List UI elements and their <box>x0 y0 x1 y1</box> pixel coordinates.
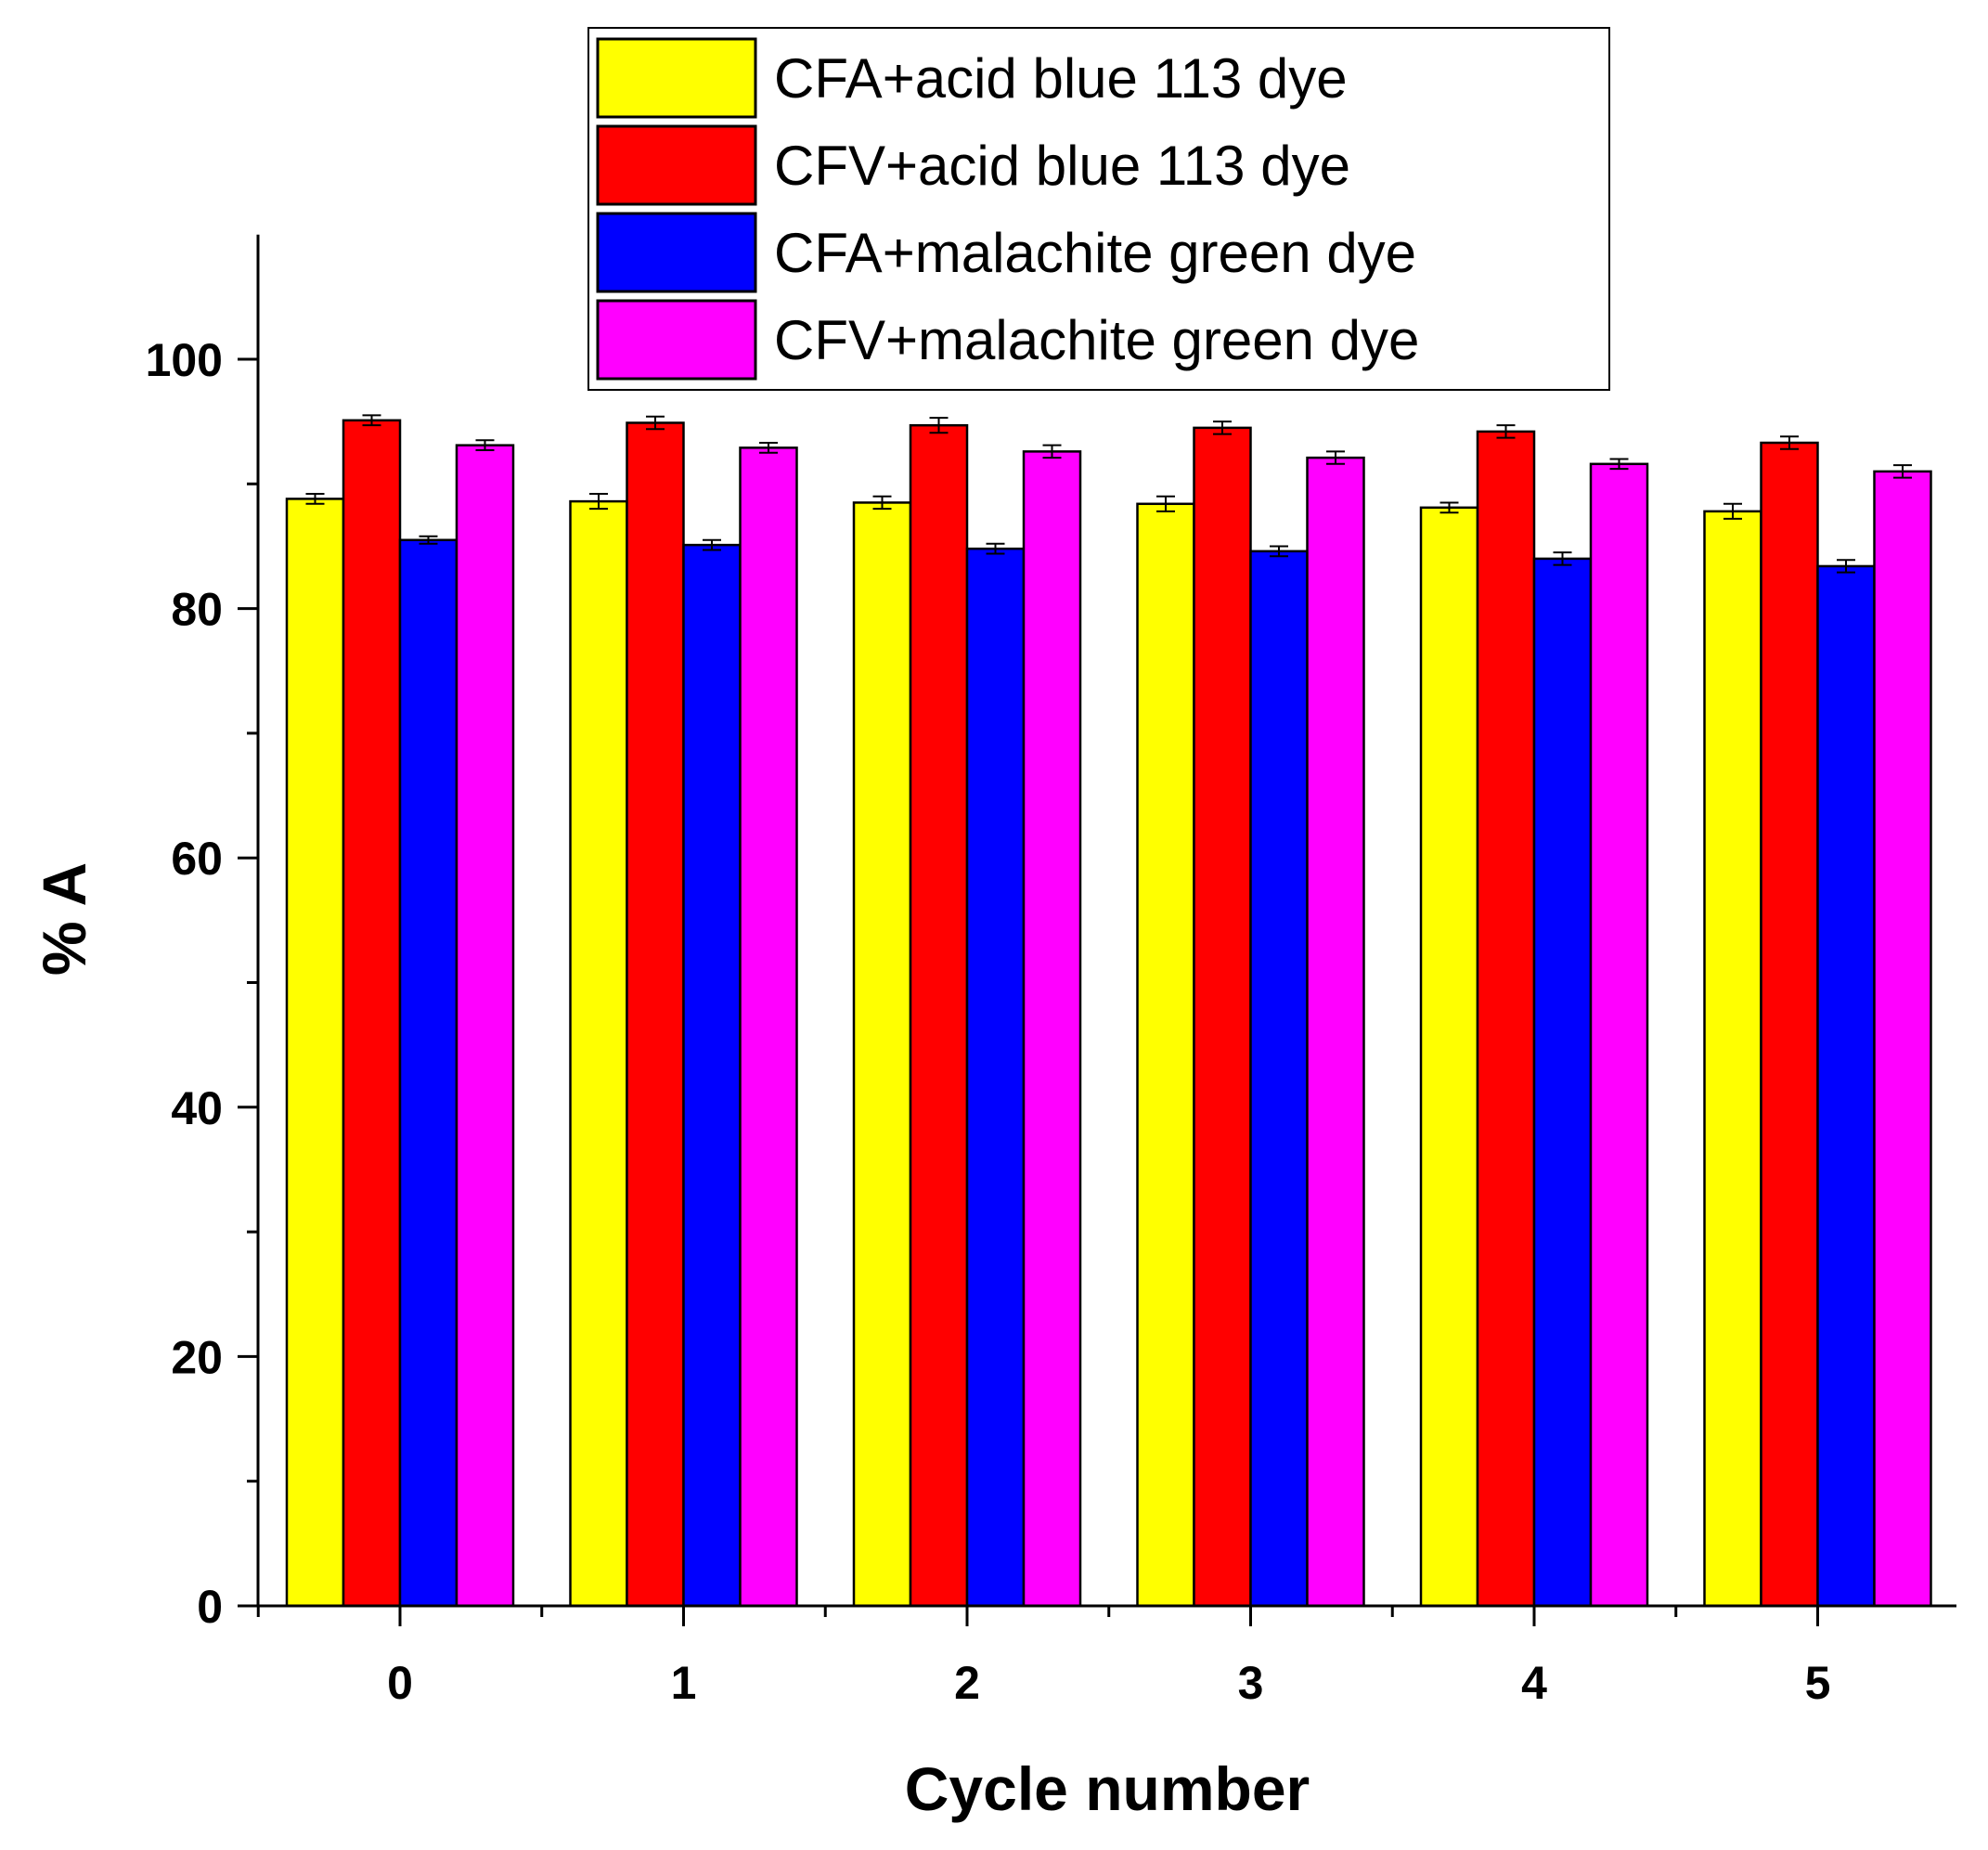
bar-s2-c3 <box>1249 550 1309 1608</box>
bar-s2-c1 <box>682 543 742 1608</box>
error-bar-s3-c3 <box>1326 450 1345 465</box>
error-bar-s2-c2 <box>986 542 1005 555</box>
x-axis-title: Cycle number <box>905 1754 1310 1823</box>
error-bar-s0-c3 <box>1156 495 1175 512</box>
x-tick-label-5: 5 <box>1805 1657 1831 1709</box>
bars-layer <box>285 414 1932 1608</box>
legend-swatch-0 <box>596 37 757 119</box>
legend-swatch-1 <box>596 124 757 206</box>
legend-box <box>587 27 1610 391</box>
bar-s2-c4 <box>1532 557 1593 1608</box>
error-bar-s1-c3 <box>1213 420 1232 435</box>
bar-s2-c0 <box>398 538 458 1608</box>
bar-s1-c2 <box>909 423 969 1608</box>
x-tick-label-4: 4 <box>1521 1657 1547 1709</box>
error-bar-s0-c5 <box>1723 502 1742 520</box>
bar-s1-c4 <box>1476 430 1536 1608</box>
legend-label-2: CFA+malachite green dye <box>774 222 1416 284</box>
bar-s0-c1 <box>569 499 628 1608</box>
legend-label-1: CFV+acid blue 113 dye <box>774 135 1350 197</box>
legend-swatch-3 <box>596 299 757 381</box>
bar-s0-c3 <box>1136 502 1195 1608</box>
x-tick-label-2: 2 <box>954 1657 980 1709</box>
bar-s3-c5 <box>1873 470 1932 1608</box>
error-bar-s1-c1 <box>646 415 665 431</box>
bar-s1-c1 <box>626 421 685 1608</box>
error-bar-s1-c0 <box>362 414 381 427</box>
y-tick-label-100: 100 <box>146 334 223 386</box>
error-bar-s3-c2 <box>1042 444 1062 459</box>
x-tick-label-0: 0 <box>387 1657 413 1709</box>
y-tick-label-0: 0 <box>197 1581 223 1633</box>
bar-s3-c2 <box>1022 450 1082 1608</box>
bar-s0-c2 <box>852 501 912 1608</box>
bar-s3-c0 <box>455 444 515 1608</box>
error-bar-s2-c3 <box>1270 545 1288 558</box>
error-bar-s1-c5 <box>1780 435 1799 450</box>
error-bar-s0-c1 <box>589 493 608 511</box>
legend-swatch-2 <box>596 212 757 293</box>
legend: CFA+acid blue 113 dye CFV+acid blue 113 d… <box>587 27 1610 391</box>
y-tick-label-60: 60 <box>171 833 223 885</box>
error-bar-s2-c4 <box>1553 551 1572 566</box>
axes-layer: 0 20 40 60 80 100 0 1 2 3 4 5 <box>146 234 1956 1709</box>
legend-label-0: CFA+acid blue 113 dye <box>774 47 1348 110</box>
bar-s3-c4 <box>1589 462 1649 1608</box>
bar-s0-c0 <box>285 498 345 1608</box>
error-bar-s2-c0 <box>419 535 438 545</box>
error-bar-s1-c4 <box>1496 424 1516 439</box>
bar-s1-c3 <box>1193 426 1252 1608</box>
bar-s1-c0 <box>342 419 402 1608</box>
y-tick-label-20: 20 <box>171 1331 223 1383</box>
error-bar-s3-c1 <box>759 441 778 454</box>
bar-s3-c1 <box>739 446 798 1608</box>
error-bar-s0-c2 <box>872 495 892 511</box>
x-tick-label-1: 1 <box>671 1657 697 1709</box>
y-tick-label-40: 40 <box>171 1082 223 1134</box>
bar-s1-c5 <box>1760 441 1819 1608</box>
legend-label-3: CFV+malachite green dye <box>774 309 1419 371</box>
y-axis-title: % A <box>30 862 98 976</box>
bar-s2-c5 <box>1816 564 1876 1608</box>
bar-s0-c4 <box>1419 506 1479 1608</box>
error-bar-s0-c0 <box>305 493 325 505</box>
error-bar-s3-c5 <box>1893 464 1912 479</box>
error-bar-s1-c2 <box>929 417 949 434</box>
bar-s3-c3 <box>1306 456 1365 1608</box>
error-bar-s3-c4 <box>1609 458 1629 471</box>
bar-s2-c2 <box>965 547 1026 1608</box>
error-bar-s0-c4 <box>1439 501 1459 514</box>
error-bar-s3-c0 <box>475 439 495 452</box>
bar-s0-c5 <box>1703 510 1762 1608</box>
x-tick-label-3: 3 <box>1238 1657 1264 1709</box>
error-bar-s2-c1 <box>703 538 721 551</box>
error-bar-s2-c5 <box>1837 559 1855 574</box>
y-tick-label-80: 80 <box>171 584 223 636</box>
